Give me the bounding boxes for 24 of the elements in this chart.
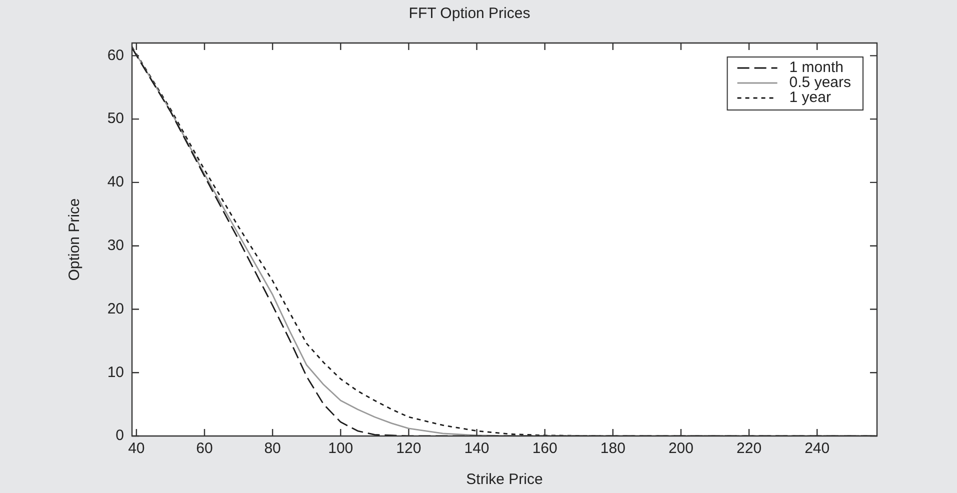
legend-label: 1 month (789, 59, 844, 76)
y-tick-label: 20 (107, 300, 124, 318)
y-tick-label: 10 (107, 364, 124, 381)
y-tick-label: 60 (107, 46, 124, 64)
y-tick-label: 0 (116, 427, 124, 444)
x-tick-label: 60 (196, 440, 213, 458)
x-tick-label: 120 (396, 440, 422, 458)
x-tick-label: 160 (532, 440, 558, 458)
chart-title: FFT Option Prices (408, 5, 530, 22)
x-tick-label: 220 (736, 440, 762, 458)
x-tick-label: 80 (264, 440, 281, 458)
x-axis-title: Strike Price (466, 471, 543, 488)
x-tick-label: 140 (464, 440, 490, 458)
x-tick-label: 100 (328, 440, 354, 458)
y-axis-title: Option Price (66, 198, 84, 281)
y-tick-label: 50 (107, 110, 124, 128)
legend-label: 0.5 years (789, 74, 852, 92)
legend-label: 1 year (789, 89, 832, 106)
x-tick-label: 200 (668, 440, 694, 458)
y-tick-label: 40 (107, 174, 124, 191)
x-tick-label: 40 (128, 440, 145, 458)
x-tick-label: 180 (600, 440, 626, 458)
y-tick-label: 30 (107, 236, 124, 254)
x-tick-label: 240 (804, 440, 830, 458)
